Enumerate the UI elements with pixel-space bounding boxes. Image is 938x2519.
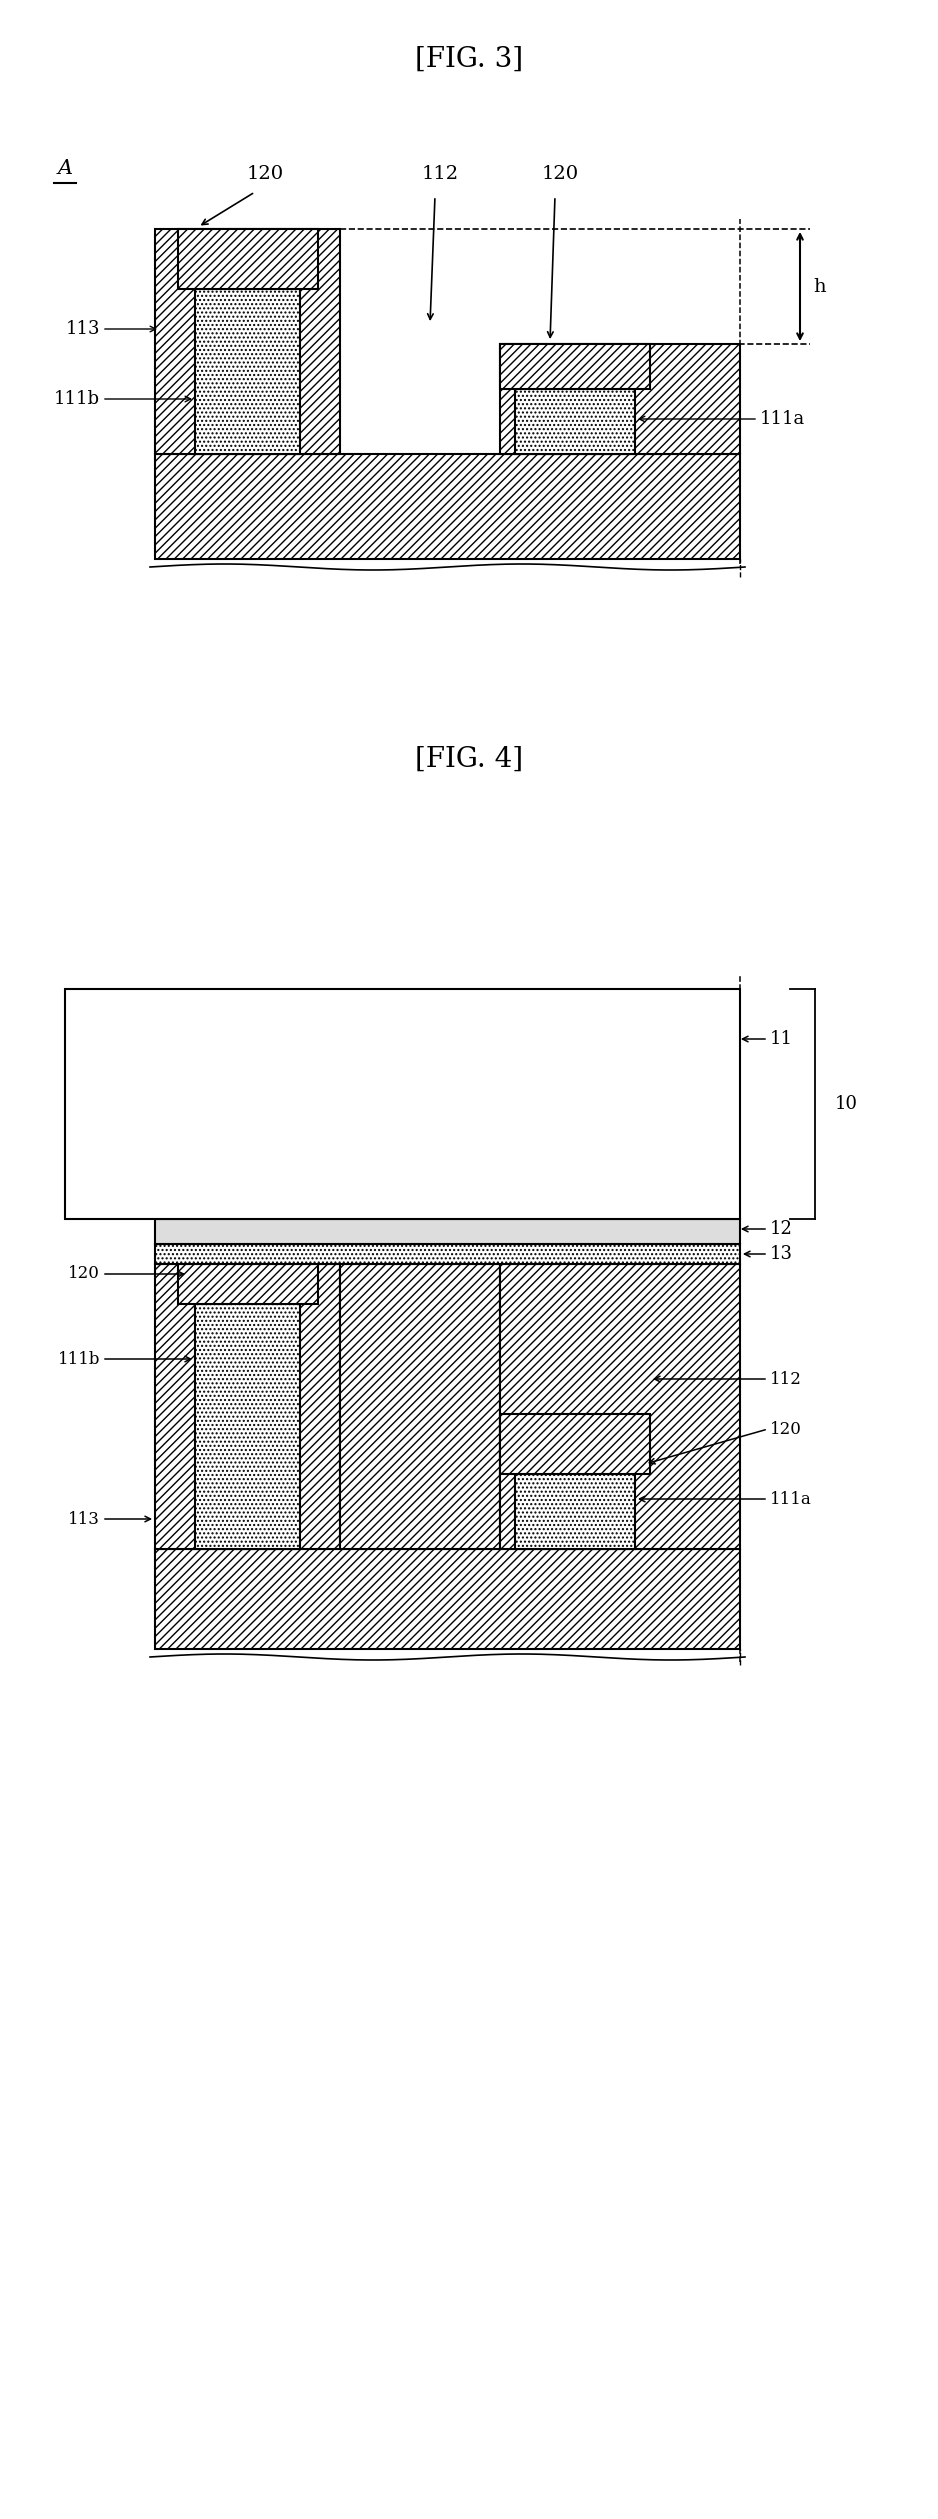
Text: 120: 120	[247, 166, 283, 184]
Text: 111a: 111a	[760, 411, 805, 428]
Text: A: A	[58, 159, 73, 179]
Text: 10: 10	[835, 1096, 858, 1113]
Text: 111a: 111a	[770, 1491, 811, 1506]
Bar	[515, 388, 635, 453]
Text: 120: 120	[68, 1265, 100, 1282]
Text: 13: 13	[770, 1244, 793, 1262]
Bar	[178, 229, 318, 290]
Text: 112: 112	[421, 166, 459, 184]
Text: 11: 11	[770, 1030, 793, 1048]
Text: 120: 120	[770, 1421, 802, 1438]
Bar	[340, 1265, 500, 1549]
Bar	[65, 990, 740, 1219]
Bar	[155, 453, 740, 559]
Text: 112: 112	[770, 1370, 802, 1388]
Bar	[155, 229, 340, 453]
Bar	[500, 345, 650, 388]
Bar	[155, 1244, 740, 1265]
Bar	[500, 1265, 740, 1549]
Text: [FIG. 4]: [FIG. 4]	[415, 746, 523, 773]
Bar	[155, 1265, 340, 1549]
Text: 111b: 111b	[54, 390, 100, 408]
Bar	[195, 1305, 300, 1549]
Bar	[515, 1474, 635, 1549]
Bar	[195, 290, 300, 453]
Text: h: h	[813, 277, 826, 295]
Text: 12: 12	[770, 1219, 793, 1237]
Text: 120: 120	[541, 166, 579, 184]
Bar	[155, 1219, 740, 1244]
Bar	[500, 1413, 650, 1474]
Bar	[155, 1549, 740, 1650]
Text: [FIG. 3]: [FIG. 3]	[415, 45, 523, 73]
Text: 111b: 111b	[57, 1350, 100, 1368]
Text: 113: 113	[66, 320, 100, 338]
Text: 113: 113	[68, 1511, 100, 1527]
Bar	[500, 345, 740, 453]
Bar	[178, 1265, 318, 1305]
